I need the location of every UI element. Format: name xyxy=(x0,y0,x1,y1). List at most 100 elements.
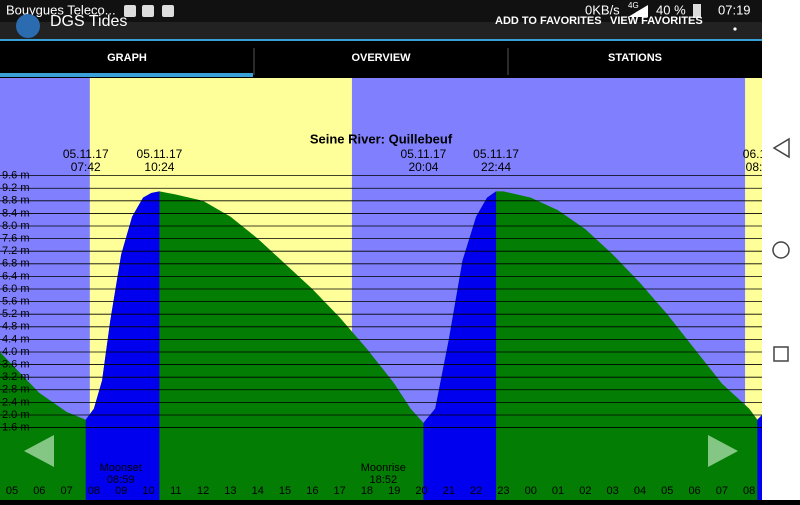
tab[interactable]: OVERVIEW xyxy=(351,52,411,64)
tide-event-date: 05.11.17 xyxy=(137,147,183,161)
x-tick-label: 18 xyxy=(361,485,373,497)
y-tick-label: 8.4 m xyxy=(2,207,30,219)
x-tick-label: 17 xyxy=(334,485,346,497)
status-icon xyxy=(124,5,136,17)
overflow-menu[interactable] xyxy=(733,27,737,31)
x-tick-label: 11 xyxy=(170,485,181,497)
tab-bar xyxy=(0,41,762,78)
y-tick-label: 9.2 m xyxy=(2,182,30,194)
x-tick-label: 16 xyxy=(306,485,318,497)
net-speed: 0KB/s xyxy=(585,2,620,17)
x-tick-label: 07 xyxy=(716,485,728,497)
tab-indicator xyxy=(0,73,253,77)
x-tick-label: 14 xyxy=(252,485,264,497)
y-tick-label: 4.0 m xyxy=(2,346,30,358)
y-tick-label: 2.8 m xyxy=(2,384,30,396)
x-tick-label: 22 xyxy=(470,485,482,497)
y-tick-label: 5.2 m xyxy=(2,308,30,320)
y-tick-label: 2.0 m xyxy=(2,409,30,421)
x-tick-label: 05 xyxy=(6,485,18,497)
tide-event-time: 07:42 xyxy=(71,160,101,174)
rising-tide-area xyxy=(757,414,762,500)
rising-tide-area xyxy=(423,191,497,500)
x-tick-label: 13 xyxy=(224,485,236,497)
network: 4G xyxy=(628,1,639,10)
x-tick-label: 09 xyxy=(115,485,127,497)
x-tick-label: 00 xyxy=(525,485,537,497)
x-tick-label: 06 xyxy=(688,485,700,497)
carrier: Bouygues Teleco... xyxy=(6,2,116,17)
y-tick-label: 7.6 m xyxy=(2,233,30,245)
moon-event-time: 08:59 xyxy=(107,474,135,486)
x-tick-label: 02 xyxy=(579,485,591,497)
y-tick-label: 7.2 m xyxy=(2,245,30,257)
tide-event-time: 10:24 xyxy=(144,160,174,174)
x-tick-label: 07 xyxy=(60,485,72,497)
tide-event-date: 05.11.17 xyxy=(473,147,519,161)
x-tick-label: 20 xyxy=(415,485,427,497)
tab[interactable]: STATIONS xyxy=(608,52,662,64)
tide-event-date: 06.11 xyxy=(743,147,772,161)
nav-recents[interactable] xyxy=(773,346,789,362)
chart-title: Seine River: Quillebeuf xyxy=(310,131,453,146)
moon-event-label: Moonrise xyxy=(361,462,406,474)
clock: 07:19 xyxy=(718,2,751,17)
x-tick-label: 08 xyxy=(88,485,100,497)
prev-day-button[interactable] xyxy=(24,435,54,467)
nav-back[interactable] xyxy=(772,137,790,159)
y-tick-label: 6.0 m xyxy=(2,283,30,295)
y-tick-label: 4.4 m xyxy=(2,333,30,345)
x-tick-label: 05 xyxy=(661,485,673,497)
x-tick-label: 06 xyxy=(33,485,45,497)
action-button[interactable]: VIEW FAVORITES xyxy=(610,15,703,27)
x-tick-label: 03 xyxy=(607,485,619,497)
x-tick-label: 12 xyxy=(197,485,209,497)
tide-event-date: 05.11.17 xyxy=(401,147,447,161)
y-tick-label: 3.2 m xyxy=(2,371,30,383)
status-icon xyxy=(162,5,174,17)
y-tick-label: 8.0 m xyxy=(2,220,30,232)
y-tick-label: 6.4 m xyxy=(2,270,30,282)
y-tick-label: 5.6 m xyxy=(2,296,30,308)
nav-home[interactable] xyxy=(772,241,790,259)
y-tick-label: 1.6 m xyxy=(2,421,30,433)
x-tick-label: 15 xyxy=(279,485,291,497)
next-day-button[interactable] xyxy=(708,435,738,467)
x-tick-label: 19 xyxy=(388,485,400,497)
y-tick-label: 2.4 m xyxy=(2,396,30,408)
x-tick-label: 04 xyxy=(634,485,646,497)
status-bar xyxy=(0,0,762,22)
battery: 40 % xyxy=(656,2,686,17)
y-tick-label: 3.6 m xyxy=(2,358,30,370)
tide-chart: 1.6 m2.0 m2.4 m2.8 m3.2 m3.6 m4.0 m4.4 m… xyxy=(0,78,772,500)
battery-icon xyxy=(693,4,701,18)
app-icon[interactable] xyxy=(16,14,40,38)
tide-event-date: 05.11.17 xyxy=(63,147,109,161)
x-tick-label: 08 xyxy=(743,485,755,497)
y-tick-label: 6.8 m xyxy=(2,258,30,270)
tab[interactable]: GRAPH xyxy=(107,52,147,64)
status-icon xyxy=(142,5,154,17)
moon-event-time: 18:52 xyxy=(370,474,398,486)
y-tick-label: 4.8 m xyxy=(2,321,30,333)
x-tick-label: 23 xyxy=(497,485,509,497)
rising-tide-area xyxy=(85,191,160,500)
tide-event-time: 22:44 xyxy=(481,160,511,174)
x-tick-label: 10 xyxy=(142,485,154,497)
action-button[interactable]: ADD TO FAVORITES xyxy=(495,15,602,27)
app-title: DGS Tides xyxy=(50,13,127,30)
nav-bar xyxy=(762,0,800,500)
signal-icon xyxy=(628,5,648,17)
y-tick-label: 9.6 m xyxy=(2,170,30,182)
tide-area xyxy=(0,191,762,500)
x-tick-label: 01 xyxy=(552,485,564,497)
app-bar-line xyxy=(0,39,762,41)
tide-event-time: 08:3 xyxy=(746,160,770,174)
y-tick-label: 8.8 m xyxy=(2,195,30,207)
tide-event-time: 20:04 xyxy=(408,160,438,174)
x-tick-label: 21 xyxy=(443,485,455,497)
moon-event-label: Moonset xyxy=(100,462,142,474)
app-bar xyxy=(0,22,762,40)
